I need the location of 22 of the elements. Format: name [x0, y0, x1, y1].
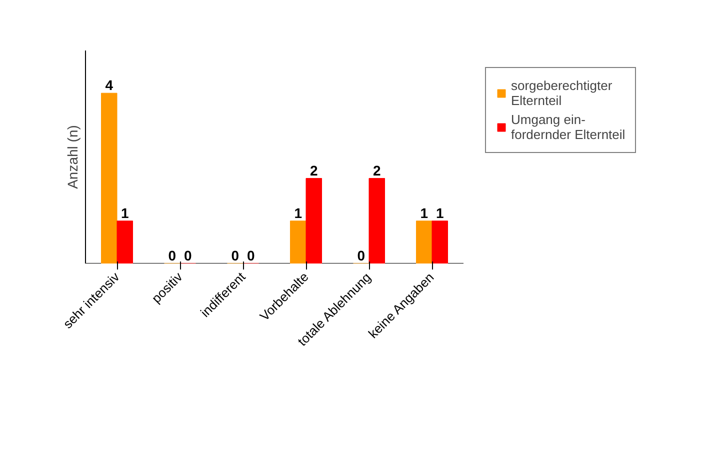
data-label: 1: [420, 204, 428, 221]
bar: [416, 220, 432, 264]
bar: [290, 220, 306, 264]
y-axis-title: Anzahl (n): [64, 125, 80, 189]
data-label: 1: [120, 204, 129, 221]
data-label: 0: [168, 248, 176, 264]
data-label: 2: [372, 162, 381, 178]
legend-label: Umgang ein- fordernder Elternteil: [511, 112, 626, 142]
data-label: 4: [105, 77, 114, 94]
bar: [432, 220, 448, 264]
bar: [368, 178, 385, 264]
data-label: 2: [310, 162, 318, 178]
data-label: 0: [246, 248, 255, 264]
bar: [101, 92, 118, 264]
data-label: 1: [294, 204, 302, 221]
bar: [306, 178, 322, 264]
bar: [116, 220, 133, 264]
legend-label: sorgeberechtigter Elternteil: [511, 78, 612, 108]
data-label: 0: [357, 248, 366, 264]
data-label: 0: [231, 248, 240, 264]
data-label: 1: [436, 204, 444, 221]
data-label: 0: [184, 248, 192, 264]
